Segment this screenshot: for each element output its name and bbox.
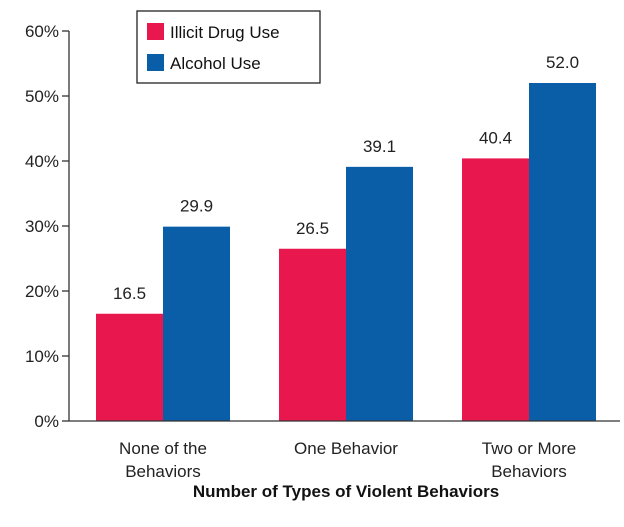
- x-axis-title: Number of Types of Violent Behaviors: [193, 482, 499, 501]
- data-label: 26.5: [296, 219, 329, 238]
- x-tick-label: One Behavior: [294, 439, 398, 458]
- bar-illicit-drug-use: [279, 248, 346, 421]
- legend-label: Illicit Drug Use: [170, 23, 280, 42]
- y-axis: 0% 10% 20% 30% 40% 50% 60%: [25, 22, 70, 431]
- legend-box: [136, 10, 321, 84]
- bar-illicit-drug-use: [96, 313, 163, 421]
- x-tick-label: Two or More Behaviors: [482, 439, 576, 481]
- data-label: 40.4: [479, 128, 512, 147]
- legend: Illicit Drug Use Alcohol Use: [136, 10, 321, 84]
- y-tick-label: 20%: [25, 282, 59, 301]
- data-label: 29.9: [180, 197, 213, 216]
- x-axis: None of the Behaviors One Behavior Two or M…: [69, 420, 620, 481]
- data-label: 39.1: [363, 137, 396, 156]
- legend-label: Alcohol Use: [170, 54, 261, 73]
- bar-illicit-drug-use: [462, 158, 529, 421]
- bars: [96, 83, 596, 421]
- y-tick-label: 10%: [25, 347, 59, 366]
- y-tick-label: 60%: [25, 22, 59, 41]
- y-tick-label: 40%: [25, 152, 59, 171]
- data-label: 52.0: [546, 53, 579, 72]
- x-tick-label: None of the Behaviors: [119, 439, 207, 481]
- y-tick-label: 30%: [25, 217, 59, 236]
- y-tick-label: 50%: [25, 87, 59, 106]
- data-label: 16.5: [113, 284, 146, 303]
- value-labels: 16.5 26.5 40.4 29.9 39.1 52.0: [113, 53, 579, 303]
- y-tick-label: 0%: [34, 412, 59, 431]
- bar-alcohol-use: [529, 83, 596, 421]
- legend-swatch: [147, 54, 164, 71]
- bar-alcohol-use: [163, 226, 230, 421]
- bar-alcohol-use: [346, 166, 413, 421]
- legend-swatch: [147, 23, 164, 40]
